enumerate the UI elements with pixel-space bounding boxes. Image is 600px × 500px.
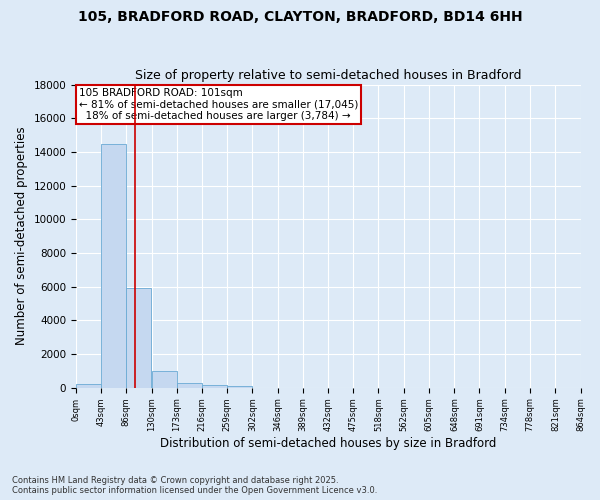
Text: 105 BRADFORD ROAD: 101sqm
← 81% of semi-detached houses are smaller (17,045)
  1: 105 BRADFORD ROAD: 101sqm ← 81% of semi-…	[79, 88, 358, 121]
Bar	[227, 386, 253, 388]
Bar	[177, 382, 202, 388]
Title: Size of property relative to semi-detached houses in Bradford: Size of property relative to semi-detach…	[135, 69, 521, 82]
Bar	[76, 384, 101, 388]
Bar	[152, 371, 177, 388]
Y-axis label: Number of semi-detached properties: Number of semi-detached properties	[15, 127, 28, 346]
Bar	[202, 385, 227, 388]
X-axis label: Distribution of semi-detached houses by size in Bradford: Distribution of semi-detached houses by …	[160, 437, 496, 450]
Text: 105, BRADFORD ROAD, CLAYTON, BRADFORD, BD14 6HH: 105, BRADFORD ROAD, CLAYTON, BRADFORD, B…	[77, 10, 523, 24]
Bar	[126, 288, 151, 388]
Bar	[101, 144, 126, 388]
Text: Contains HM Land Registry data © Crown copyright and database right 2025.
Contai: Contains HM Land Registry data © Crown c…	[12, 476, 377, 495]
